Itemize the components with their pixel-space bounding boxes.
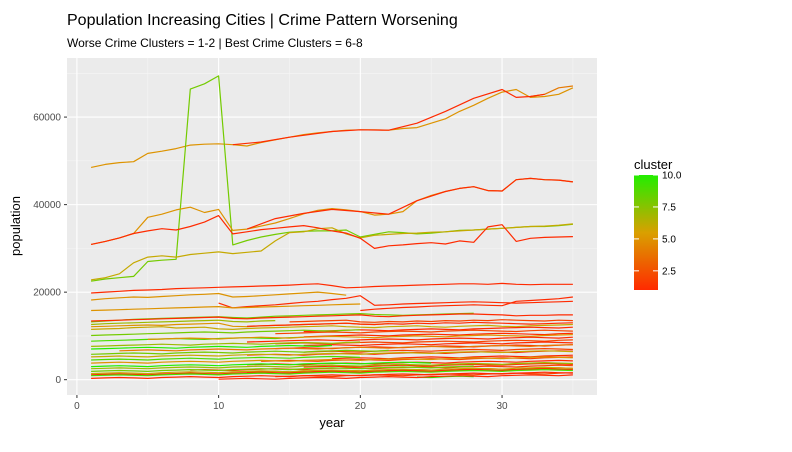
series-line	[91, 319, 276, 326]
legend-title: cluster	[634, 157, 673, 172]
series-line	[91, 365, 474, 372]
series-line	[275, 329, 573, 335]
series-line	[246, 177, 573, 230]
series-line	[91, 223, 573, 281]
series-line	[246, 336, 573, 343]
legend-tick-label: 10.0	[662, 171, 682, 182]
series-line	[232, 88, 545, 146]
series-line	[91, 329, 361, 337]
series-line	[218, 374, 573, 380]
legend: cluster 10.0 7.5 5.0 2.5	[634, 157, 682, 290]
series-line	[303, 332, 573, 338]
series-line	[91, 344, 333, 350]
series-line	[303, 341, 573, 347]
series-line	[91, 371, 573, 379]
series-layer	[90, 75, 574, 380]
series-line	[91, 366, 573, 375]
series-line	[90, 215, 573, 249]
legend-tick-label: 7.5	[662, 202, 676, 213]
series-line	[360, 296, 573, 312]
y-tick-label: 20000	[33, 288, 61, 299]
axes: 0 10 20 30 0 20000 40000 60000	[33, 113, 508, 412]
grid-lines	[67, 58, 597, 395]
series-line	[91, 323, 573, 330]
legend-tick-label: 2.5	[662, 266, 676, 277]
chart-subtitle: Worse Crime Clusters = 1-2 | Best Crime …	[67, 36, 363, 50]
series-line	[91, 341, 361, 347]
series-line	[91, 369, 573, 377]
series-line	[91, 282, 573, 294]
series-line	[91, 291, 347, 301]
legend-tick-label: 5.0	[662, 234, 676, 245]
series-line	[91, 303, 361, 312]
y-tick-label: 0	[55, 375, 61, 386]
series-line	[91, 355, 361, 361]
legend-ticks: 10.0 7.5 5.0 2.5	[634, 171, 682, 277]
series-line	[246, 321, 573, 327]
x-tick-label: 10	[213, 401, 225, 412]
x-axis-title: year	[319, 415, 345, 430]
series-line	[91, 361, 432, 368]
chart-title: Population Increasing Cities | Crime Pat…	[67, 12, 458, 29]
series-line	[119, 344, 573, 352]
y-tick-label: 40000	[33, 200, 61, 211]
series-line	[91, 336, 304, 342]
series-line	[91, 362, 573, 370]
series-line	[218, 295, 573, 309]
series-line	[91, 368, 573, 376]
x-tick-label: 0	[74, 401, 80, 412]
series-line	[289, 319, 573, 323]
series-line	[303, 362, 573, 368]
series-line	[91, 313, 573, 322]
series-line	[91, 356, 573, 364]
legend-colorbar	[634, 175, 658, 290]
series-line	[91, 350, 573, 358]
y-axis-title: population	[8, 196, 23, 256]
x-tick-label: 20	[355, 401, 367, 412]
series-line	[147, 334, 573, 340]
series-line	[91, 349, 389, 355]
y-tick-label: 60000	[33, 113, 61, 124]
x-tick-label: 30	[496, 401, 508, 412]
series-line	[303, 348, 573, 353]
